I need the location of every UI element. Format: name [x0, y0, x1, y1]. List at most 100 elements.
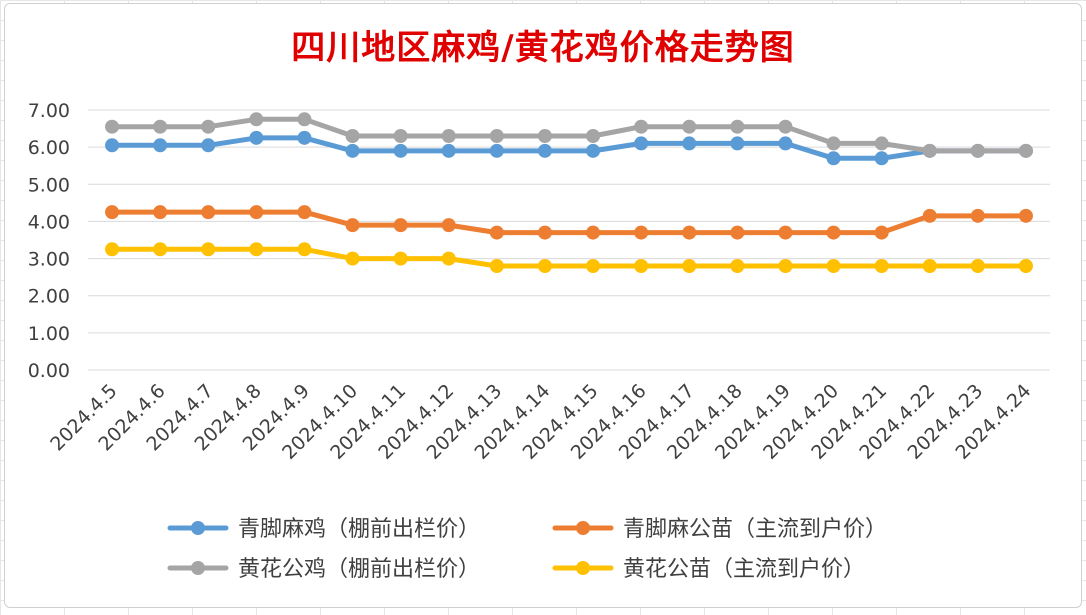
data-point[interactable] [297, 130, 312, 145]
data-point[interactable] [730, 119, 745, 134]
series-group[interactable] [105, 112, 1033, 158]
data-point[interactable] [441, 129, 456, 143]
legend-label: 青脚麻鸡（棚前出栏价） [238, 517, 480, 542]
data-point[interactable] [1018, 143, 1033, 158]
chart-title: 四川地区麻鸡/黄花鸡价格走势图 [291, 28, 795, 68]
data-point[interactable] [922, 143, 937, 158]
gridlines [88, 109, 1050, 371]
data-point[interactable] [489, 129, 504, 143]
data-point[interactable] [778, 259, 793, 273]
data-point[interactable] [393, 143, 408, 158]
data-point[interactable] [201, 242, 216, 257]
series-line[interactable] [109, 209, 1029, 236]
data-point[interactable] [153, 119, 168, 134]
y-tick-label: 2.00 [28, 286, 70, 308]
data-point[interactable] [345, 251, 360, 266]
data-point[interactable] [586, 129, 601, 143]
data-point[interactable] [682, 136, 697, 151]
data-point[interactable] [826, 136, 841, 151]
data-point[interactable] [249, 130, 264, 145]
data-point[interactable] [634, 119, 649, 134]
series-group[interactable] [105, 205, 1033, 240]
data-point[interactable] [393, 129, 408, 143]
data-point[interactable] [345, 218, 360, 233]
data-point[interactable] [874, 136, 889, 151]
data-point[interactable] [730, 136, 745, 151]
data-point[interactable] [586, 225, 601, 240]
data-point[interactable] [105, 205, 120, 220]
data-point[interactable] [105, 119, 120, 134]
x-axis-ticks: 2024.4.52024.4.62024.4.72024.4.82024.4.9… [46, 380, 1035, 464]
data-point[interactable] [297, 242, 312, 257]
y-tick-label: 6.00 [28, 137, 70, 159]
data-point[interactable] [201, 138, 216, 153]
data-point[interactable] [1018, 208, 1033, 223]
data-point[interactable] [105, 242, 120, 257]
legend-item[interactable]: 黄花公鸡（棚前出栏价） [167, 557, 480, 582]
data-point[interactable] [153, 138, 168, 153]
data-point[interactable] [105, 138, 120, 153]
legend-item[interactable]: 黄花公苗（主流到户价） [552, 557, 865, 582]
data-point[interactable] [297, 112, 312, 127]
data-point[interactable] [586, 143, 601, 158]
data-point[interactable] [634, 225, 649, 240]
data-point[interactable] [537, 129, 552, 143]
data-point[interactable] [249, 112, 264, 127]
legend-swatch-marker [191, 561, 205, 575]
data-point[interactable] [826, 151, 841, 166]
data-point[interactable] [826, 259, 841, 273]
data-point[interactable] [489, 259, 504, 273]
data-point[interactable] [682, 119, 697, 134]
data-point[interactable] [1018, 259, 1033, 273]
y-tick-label: 3.00 [28, 249, 70, 271]
data-point[interactable] [249, 242, 264, 257]
data-point[interactable] [874, 225, 889, 240]
data-point[interactable] [153, 242, 168, 257]
data-point[interactable] [201, 119, 216, 134]
data-point[interactable] [922, 208, 937, 223]
data-point[interactable] [730, 225, 745, 240]
data-point[interactable] [826, 225, 841, 240]
data-point[interactable] [778, 136, 793, 151]
chart-frame[interactable] [4, 3, 1082, 608]
data-point[interactable] [730, 259, 745, 273]
series-line[interactable] [109, 116, 1029, 154]
series-group[interactable] [105, 242, 1033, 273]
data-point[interactable] [778, 119, 793, 134]
data-point[interactable] [441, 143, 456, 158]
legend-item[interactable]: 青脚麻公苗（主流到户价） [552, 517, 887, 542]
data-point[interactable] [874, 151, 889, 166]
data-point[interactable] [682, 225, 697, 240]
data-point[interactable] [345, 129, 360, 143]
data-point[interactable] [970, 143, 985, 158]
data-point[interactable] [537, 259, 552, 273]
data-point[interactable] [970, 208, 985, 223]
data-point[interactable] [393, 251, 408, 266]
data-point[interactable] [874, 259, 889, 273]
y-tick-label: 4.00 [28, 211, 70, 233]
data-point[interactable] [682, 259, 697, 273]
y-tick-label: 1.00 [28, 323, 70, 345]
data-point[interactable] [970, 259, 985, 273]
data-point[interactable] [345, 143, 360, 158]
data-point[interactable] [297, 205, 312, 220]
data-point[interactable] [586, 259, 601, 273]
data-point[interactable] [922, 259, 937, 273]
data-point[interactable] [489, 225, 504, 240]
series-line[interactable] [109, 246, 1029, 269]
data-point[interactable] [441, 218, 456, 233]
data-point[interactable] [537, 143, 552, 158]
data-point[interactable] [153, 205, 168, 220]
legend-item[interactable]: 青脚麻鸡（棚前出栏价） [167, 517, 480, 542]
data-point[interactable] [249, 205, 264, 220]
data-point[interactable] [393, 218, 408, 233]
data-point[interactable] [634, 136, 649, 151]
data-point[interactable] [441, 251, 456, 266]
data-point[interactable] [634, 259, 649, 273]
data-point[interactable] [489, 143, 504, 158]
data-point[interactable] [201, 205, 216, 220]
series-line[interactable] [109, 135, 1029, 161]
data-point[interactable] [537, 225, 552, 240]
data-point[interactable] [778, 225, 793, 240]
